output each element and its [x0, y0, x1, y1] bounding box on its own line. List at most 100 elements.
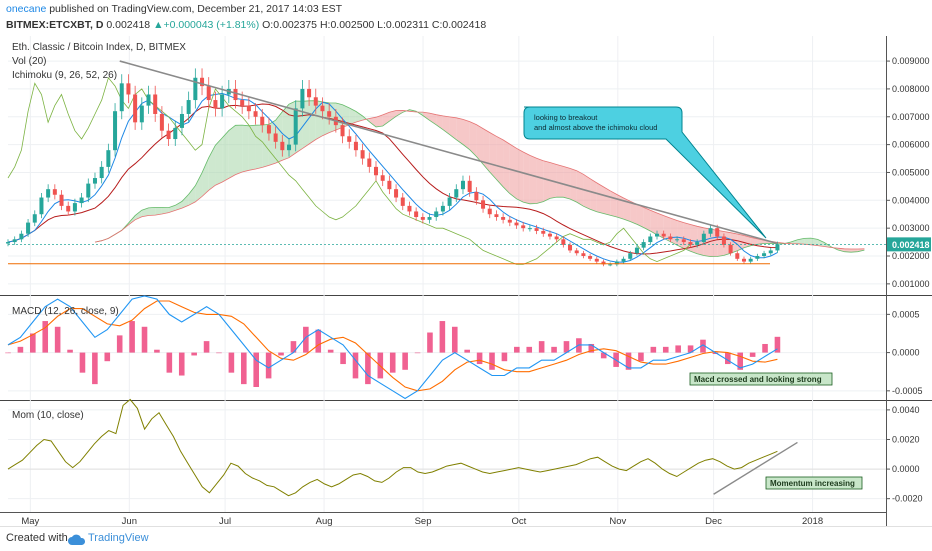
histogram-bar	[129, 321, 135, 353]
candle-body	[581, 253, 586, 257]
cloud-segment	[181, 194, 189, 209]
last-price-tag-label: 0.002418	[892, 240, 930, 250]
y-tick-label: 0.003000	[892, 223, 930, 233]
candle-body	[253, 111, 258, 117]
candle-body	[213, 100, 218, 109]
cloud-segment	[255, 124, 263, 170]
candle-body	[701, 233, 706, 243]
senkou-span-b-line	[94, 109, 865, 250]
histogram-bar	[54, 326, 61, 353]
author-link[interactable]: onecane	[6, 3, 47, 15]
histogram-bar	[228, 352, 235, 373]
cloud-segment	[543, 160, 550, 202]
y-tick-label: 0.004000	[892, 195, 930, 205]
open-value: O:0.002375	[262, 19, 318, 31]
last-price-tag	[887, 237, 931, 252]
candle-body	[521, 225, 526, 229]
candle-body	[46, 189, 51, 198]
cloud-segment	[570, 168, 577, 203]
candle-body	[614, 261, 619, 265]
candle-body	[72, 203, 77, 212]
cloud-segment	[636, 204, 644, 228]
y-tick-label: 0.002000	[892, 251, 930, 261]
candle-body	[507, 219, 512, 223]
candle-body	[735, 253, 740, 259]
candle-body	[240, 100, 245, 106]
cloud-segment	[610, 190, 617, 218]
candle-body	[655, 233, 660, 237]
x-tick-label: 2018	[802, 516, 823, 526]
histogram-bar	[725, 352, 731, 365]
cloud-segment	[469, 121, 477, 157]
cloud-segment	[596, 182, 604, 214]
candle-body	[527, 228, 532, 230]
histogram-bar	[352, 352, 359, 379]
histogram-bar	[278, 352, 284, 356]
cloud-segment	[396, 110, 403, 117]
cloud-segment	[235, 125, 243, 175]
candle-body	[186, 100, 191, 114]
candle-body	[300, 88, 305, 109]
histogram-bar	[203, 341, 210, 353]
tradingview-brand[interactable]: TradingView	[88, 532, 149, 544]
publish-info: published on TradingView.com, December 2…	[49, 3, 343, 15]
x-tick-label: Dec	[705, 516, 722, 526]
histogram-bar	[67, 349, 73, 353]
candle-body	[12, 239, 17, 243]
candle-body	[260, 116, 265, 126]
candle-body	[440, 205, 445, 212]
y-tick-label: 0.009000	[892, 56, 930, 66]
candle-body	[514, 222, 519, 226]
candle-body	[327, 111, 332, 117]
candle-body	[32, 214, 37, 223]
candle-body	[86, 183, 91, 198]
cloud-segment	[195, 172, 203, 202]
histogram-bar	[675, 345, 681, 353]
cloud-segment	[583, 174, 591, 210]
candle-body	[661, 233, 666, 237]
histogram-bar	[625, 352, 632, 370]
x-tick-label: Jun	[122, 516, 137, 526]
candle-body	[79, 197, 84, 204]
histogram-bar	[762, 343, 768, 353]
callout-text: looking to breakout	[534, 113, 598, 122]
histogram-bar	[489, 352, 495, 370]
candle-body	[39, 197, 44, 215]
candle-body	[447, 197, 452, 206]
candle-body	[715, 228, 720, 237]
x-tick-label: Nov	[609, 516, 626, 526]
cloud-segment	[616, 194, 624, 220]
histogram-bar	[638, 352, 644, 362]
cloud-segment	[516, 148, 524, 203]
candle-body	[628, 253, 633, 259]
cloud-segment	[349, 107, 356, 125]
histogram-bar	[774, 336, 781, 353]
momentum-trendline	[713, 441, 798, 495]
candle-body	[320, 105, 325, 112]
candle-body	[621, 258, 626, 262]
histogram-bar	[439, 321, 446, 353]
candle-body	[340, 125, 345, 137]
cloud-segment	[630, 201, 637, 225]
candle-body	[266, 125, 271, 134]
candle-body	[106, 150, 111, 167]
candle-body	[434, 211, 439, 218]
cloud-segment	[228, 125, 236, 179]
candle-body	[501, 217, 506, 220]
histogram-bar	[588, 343, 595, 353]
cloud-segment	[489, 132, 497, 180]
symbol-line: BITMEX:ETCXBT, D 0.002418 ▲+0.000043 (+1…	[6, 19, 486, 31]
chart-canvas[interactable]: May Jun Jul Aug Sep Oct Nov Dec 2018 0.001000 0.00…	[0, 36, 932, 526]
y-tick-label: 0.007000	[892, 112, 930, 122]
cloud-segment	[529, 155, 537, 204]
cloud-segment	[851, 249, 858, 253]
macd-histogram	[5, 321, 781, 387]
histogram-bar	[389, 352, 396, 373]
histogram-bar	[600, 352, 607, 359]
candle-body	[420, 217, 425, 220]
candle-body	[474, 191, 479, 201]
candle-body	[113, 111, 118, 151]
candle-body	[554, 236, 559, 240]
candle-body	[193, 77, 198, 101]
candle-body	[347, 136, 352, 142]
